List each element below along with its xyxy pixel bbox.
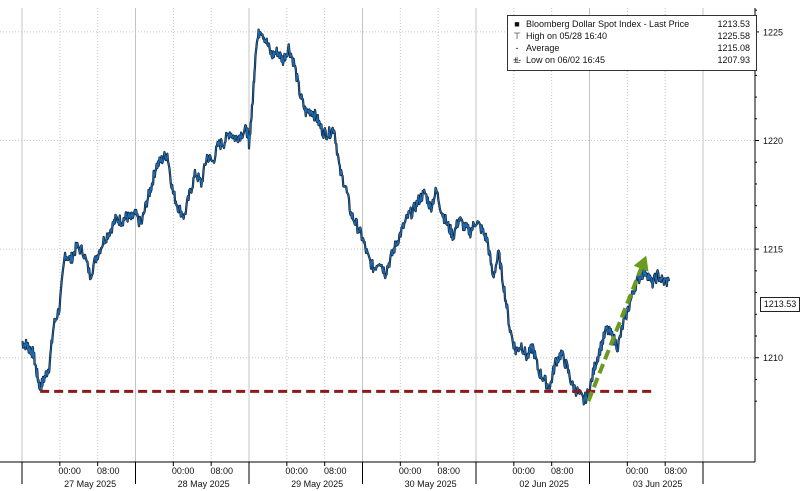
x-day-label: 29 May 2025 — [291, 479, 343, 489]
grid-lines — [0, 8, 755, 462]
legend-row-last: ■ Bloomberg Dollar Spot Index - Last Pri… — [508, 18, 754, 30]
y-tick-label: 1215 — [763, 245, 783, 255]
x-hour-label: 00:00 — [58, 466, 81, 476]
legend-row-average: -+- Average 1215.08 — [508, 42, 754, 65]
x-hour-label: 08:00 — [437, 466, 460, 476]
x-axis: 00:00 08:00 00:00 08:00 00:00 08:00 00:00 08:00… — [0, 461, 755, 489]
legend-row-low: ⊥ Low on 06/02 16:45 1207.93 — [508, 54, 754, 66]
legend-high-value: 1225.58 — [717, 31, 750, 41]
x-day-label: 27 May 2025 — [64, 479, 116, 489]
series-square-icon: ■ — [514, 19, 520, 29]
legend-last-label: Bloomberg Dollar Spot Index - Last Price — [526, 19, 690, 29]
x-hour-label: 08:00 — [664, 466, 687, 476]
price-series-line — [21, 29, 670, 405]
trend-arrow-shaft — [586, 267, 643, 402]
x-day-label: 03 Jun 2025 — [633, 479, 683, 489]
high-marker-icon: ⊤ — [513, 31, 521, 41]
legend-low-label: Low on 06/02 16:45 — [526, 55, 606, 65]
legend-high-label: High on 05/28 16:40 — [526, 31, 608, 41]
chart-legend: ■ Bloomberg Dollar Spot Index - Last Pri… — [507, 15, 757, 71]
x-day-label: 28 May 2025 — [178, 479, 230, 489]
legend-low-value: 1207.93 — [717, 55, 750, 65]
average-marker-icon: -+- — [512, 43, 522, 65]
y-axis: 1210 1215 1220 1225 — [754, 8, 783, 462]
x-hour-label: 00:00 — [626, 466, 649, 476]
price-series-shadow — [21, 28, 671, 406]
y-tick-label: 1210 — [763, 353, 783, 363]
last-price-tag: 1213.53 — [760, 297, 800, 312]
legend-row-high: ⊤ High on 05/28 16:40 1225.58 — [508, 30, 754, 42]
x-hour-label: 00:00 — [172, 466, 195, 476]
low-marker-icon: ⊥ — [513, 55, 521, 65]
x-day-label: 02 Jun 2025 — [519, 479, 569, 489]
x-hour-label: 00:00 — [285, 466, 308, 476]
trend-arrow-head — [633, 255, 649, 272]
x-hour-label: 08:00 — [210, 466, 233, 476]
annotations — [40, 255, 652, 402]
y-tick-label: 1220 — [763, 136, 783, 146]
plot-area — [21, 28, 671, 406]
y-tick-label: 1225 — [763, 27, 783, 37]
x-hour-label: 00:00 — [512, 466, 535, 476]
x-hour-label: 00:00 — [399, 466, 422, 476]
x-day-label: 30 May 2025 — [405, 479, 457, 489]
legend-average-label: Average — [526, 43, 560, 53]
legend-average-value: 1215.08 — [717, 43, 750, 53]
legend-last-value: 1213.53 — [717, 19, 750, 29]
x-hour-label: 08:00 — [551, 466, 574, 476]
x-hour-label: 08:00 — [97, 466, 120, 476]
x-hour-label: 08:00 — [324, 466, 347, 476]
